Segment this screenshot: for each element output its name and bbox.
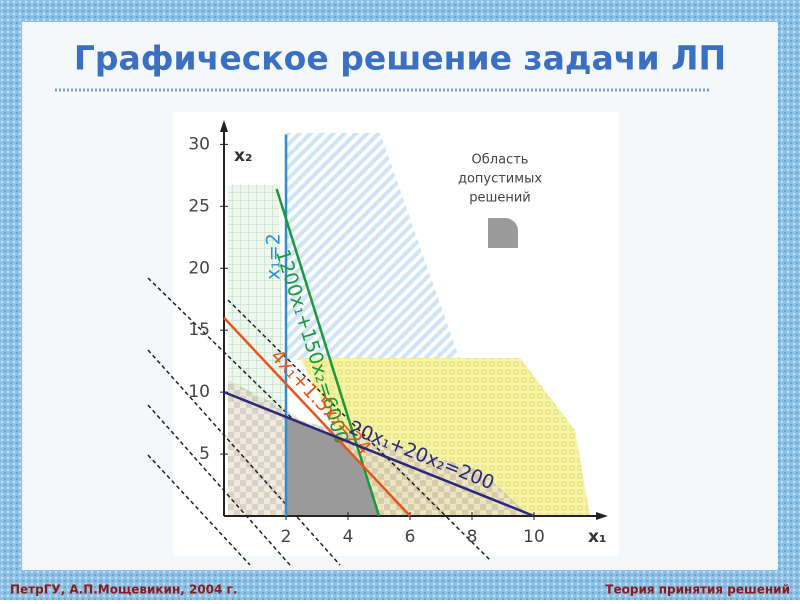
legend-text: Область: [472, 153, 529, 168]
y-tick-label: 10: [188, 382, 210, 402]
x-arrow: [596, 512, 608, 520]
legend-swatch: [488, 218, 518, 248]
y-tick-label: 20: [188, 258, 210, 278]
legend-text: допустимых: [458, 172, 542, 187]
y-tick-label: 15: [188, 320, 210, 340]
objective-line: [147, 349, 341, 566]
hatch-area: [286, 133, 460, 360]
x-tick-label: 2: [281, 527, 292, 547]
footer-left: ПетрГУ, А.П.Мощевикин, 2004 г.: [10, 583, 237, 597]
y-arrow: [220, 120, 228, 132]
constraint-line: [223, 390, 535, 518]
grid-area: [228, 185, 286, 420]
y-tick-label: 30: [188, 134, 210, 154]
x-axis-label: x₁: [588, 527, 606, 547]
constraint-line: [223, 316, 411, 517]
constraint-line: [275, 188, 381, 517]
y-axis-label: x₂: [234, 146, 252, 166]
x-tick-label: 10: [523, 527, 545, 547]
feasible-region: [286, 416, 379, 516]
objective-line: [227, 299, 491, 561]
x-tick-label: 8: [467, 527, 478, 547]
objective-lines: [147, 277, 491, 566]
objective-line: [147, 404, 291, 566]
constraint-label: x₁=2: [263, 233, 285, 280]
legend-text: решений: [469, 191, 531, 206]
y-tick-label: 5: [199, 444, 210, 464]
y-tick-label: 25: [188, 196, 210, 216]
x-tick-label: 4: [343, 527, 354, 547]
footer-right: Теория принятия решений: [605, 583, 790, 597]
slide-title: Графическое решение задачи ЛП: [74, 39, 726, 78]
x-tick-label: 6: [405, 527, 416, 547]
objective-line: [147, 277, 341, 466]
